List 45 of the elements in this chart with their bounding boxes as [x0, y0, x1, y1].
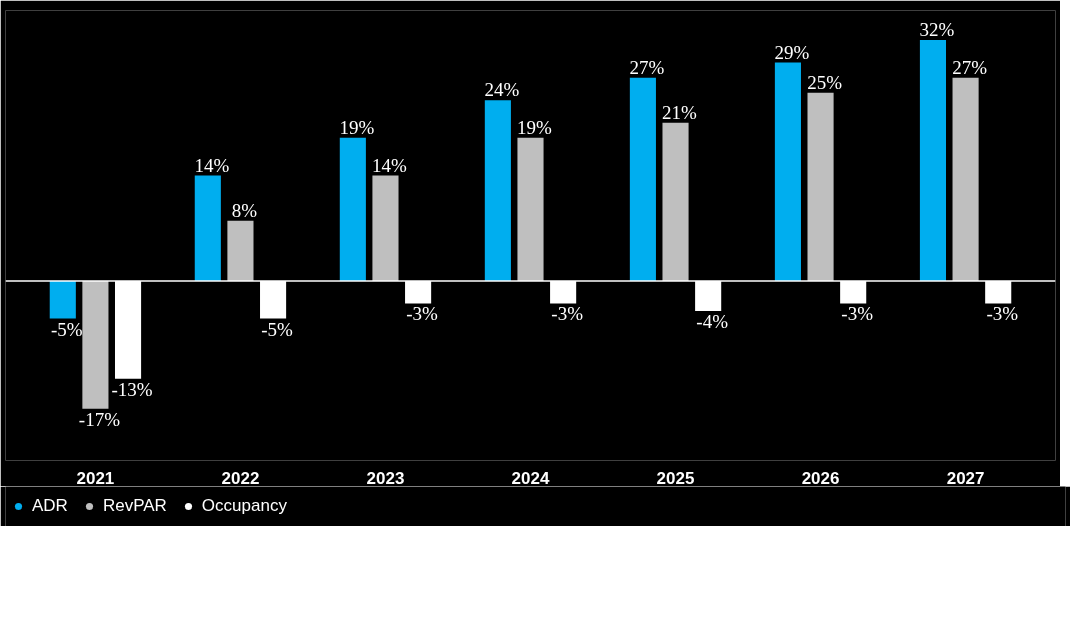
- data-label: 14%: [194, 154, 230, 176]
- bar: [372, 175, 399, 281]
- bar: [629, 77, 656, 281]
- data-label: 24%: [484, 79, 520, 101]
- data-label: -3%: [841, 303, 874, 325]
- x-tick-label: 2027: [946, 468, 985, 488]
- data-label: -3%: [986, 303, 1019, 325]
- bar: [484, 100, 511, 281]
- x-tick-label: 2021: [76, 468, 115, 488]
- x-tick-label: 2022: [221, 468, 260, 488]
- data-label: 29%: [774, 41, 810, 63]
- bar: [194, 175, 221, 281]
- bar: [774, 62, 801, 281]
- data-label: 19%: [339, 116, 375, 138]
- data-label: 25%: [807, 71, 843, 93]
- bar: [952, 77, 979, 281]
- data-label: -5%: [50, 318, 83, 340]
- data-label: 27%: [952, 56, 988, 78]
- data-label: 21%: [662, 101, 698, 123]
- legend-label: RevPAR: [102, 496, 167, 516]
- legend-label: ADR: [32, 496, 68, 516]
- bar: [662, 122, 689, 281]
- x-tick-label: 2026: [801, 468, 840, 488]
- x-tick-label: 2025: [656, 468, 695, 488]
- data-label: 8%: [231, 199, 258, 221]
- data-label: 32%: [919, 19, 955, 41]
- data-label: -3%: [551, 303, 584, 325]
- bar: [807, 92, 834, 281]
- data-label: -4%: [696, 311, 729, 332]
- bar: [339, 137, 366, 281]
- bar: [82, 280, 109, 409]
- data-label: -3%: [406, 303, 439, 325]
- legend-label: Occupancy: [201, 496, 287, 516]
- data-label: -13%: [111, 378, 153, 400]
- bar: [919, 40, 946, 281]
- data-label: -17%: [78, 408, 121, 430]
- bar: [227, 220, 254, 281]
- x-tick-label: 2023: [366, 468, 405, 488]
- data-label: 19%: [517, 116, 553, 138]
- data-label: -5%: [261, 318, 294, 340]
- bar: [517, 137, 544, 281]
- bar: [49, 280, 76, 319]
- data-label: 14%: [372, 154, 408, 176]
- data-label: 27%: [629, 56, 665, 78]
- x-tick-label: 2024: [511, 468, 550, 488]
